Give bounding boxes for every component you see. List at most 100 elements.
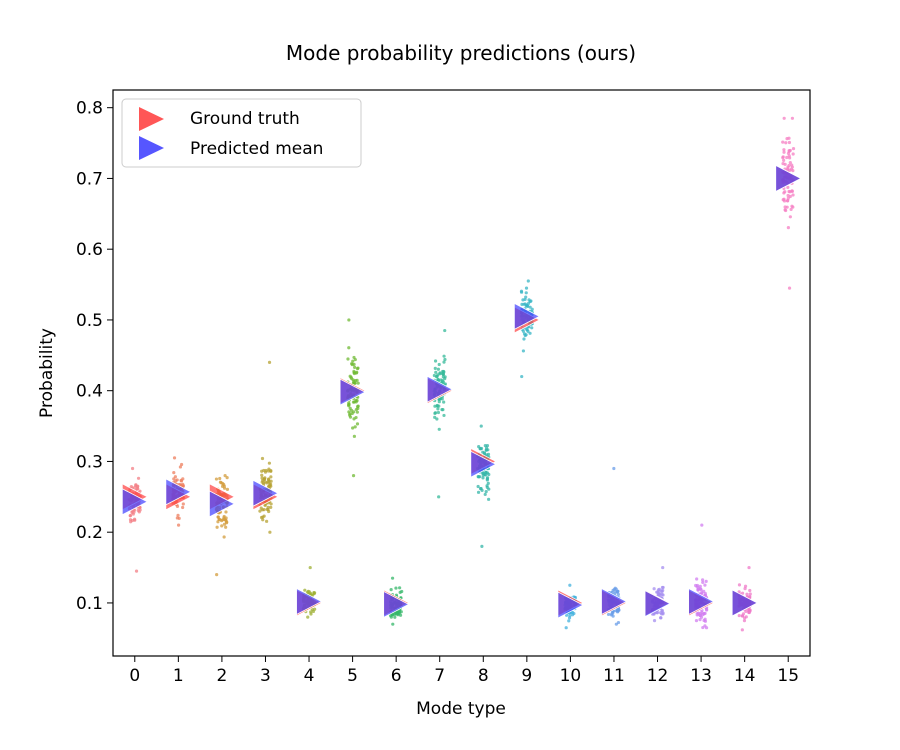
sample-point (436, 378, 440, 382)
sample-point (791, 193, 795, 197)
sample-point (347, 346, 351, 350)
sample-point (351, 426, 355, 430)
sample-point (616, 608, 620, 612)
sample-point (782, 148, 786, 152)
x-tick-label: 15 (777, 666, 799, 686)
sample-point (217, 517, 222, 521)
sample-point (443, 377, 447, 381)
sample-point (172, 456, 177, 460)
predicted-mean-marker (339, 378, 366, 406)
sample-point (789, 207, 793, 212)
sample-point (441, 369, 446, 374)
sample-point (130, 466, 135, 471)
y-tick-label: 0.5 (76, 311, 103, 331)
y-tick-label: 0.2 (76, 523, 103, 543)
predicted-mean-marker (731, 589, 759, 617)
sample-point (658, 593, 662, 597)
y-tick-label: 0.8 (76, 99, 103, 119)
sample-point (436, 407, 440, 411)
sample-point (224, 525, 228, 529)
sample-point (616, 592, 620, 597)
sample-point (782, 150, 786, 154)
sample-points-layer (127, 116, 796, 632)
sample-point (481, 471, 486, 475)
sample-point (695, 577, 699, 581)
sample-point (787, 149, 791, 154)
sample-point (787, 189, 791, 194)
sample-point (351, 473, 356, 478)
sample-point (138, 489, 142, 493)
sample-point (443, 357, 447, 362)
sample-point (519, 289, 524, 293)
x-tick-label: 2 (216, 666, 227, 686)
x-tick-label: 4 (304, 666, 315, 686)
sample-point (435, 417, 439, 421)
sample-point (135, 485, 140, 489)
sample-point (479, 424, 483, 428)
sample-point (181, 484, 185, 488)
predicted-mean-marker (688, 587, 715, 616)
sample-point (526, 304, 530, 308)
sample-point (520, 302, 524, 307)
sample-point (655, 590, 659, 594)
sample-point (436, 373, 440, 377)
sample-point (348, 406, 352, 410)
x-tick-label: 5 (347, 666, 358, 686)
sample-point (442, 360, 446, 364)
sample-point (786, 185, 790, 189)
sample-point (705, 608, 709, 612)
x-tick-label: 11 (603, 666, 625, 686)
sample-point (267, 360, 272, 364)
sample-point (700, 578, 705, 582)
sample-point (443, 328, 447, 333)
sample-point (354, 371, 358, 375)
sample-point (269, 475, 273, 479)
predicted-mean-marker (383, 590, 410, 619)
sample-point (783, 190, 787, 194)
sample-point (397, 611, 402, 615)
x-tick-label: 0 (129, 666, 140, 686)
sample-point (783, 205, 787, 209)
plot-frame (112, 89, 811, 657)
sample-point (263, 476, 267, 480)
sample-point (442, 354, 446, 358)
sample-point (747, 565, 751, 570)
sample-point (347, 404, 351, 408)
sample-point (568, 614, 572, 618)
sample-point (528, 305, 532, 309)
sample-point (787, 286, 792, 290)
sample-point (745, 592, 749, 596)
chart-title: Mode probability predictions (ours) (286, 41, 636, 65)
sample-point (175, 516, 179, 520)
sample-point (522, 332, 527, 336)
sample-point (486, 452, 491, 456)
sample-point (312, 591, 316, 595)
x-tick-label: 1 (173, 666, 184, 686)
sample-point (483, 492, 487, 497)
sample-point (262, 514, 266, 518)
sample-point (433, 366, 437, 370)
sample-point (791, 147, 796, 151)
x-tick-label: 8 (478, 666, 489, 686)
sample-point (748, 595, 752, 599)
sample-point (565, 613, 569, 617)
sample-point (484, 489, 488, 494)
sample-point (660, 590, 664, 594)
sample-point (437, 404, 441, 408)
sample-point (179, 478, 183, 482)
sample-point (138, 506, 142, 510)
sample-point (266, 478, 271, 482)
sample-point (225, 475, 229, 480)
predicted-mean-marker (513, 302, 541, 331)
sample-point (485, 471, 490, 475)
sample-point (348, 415, 353, 419)
sample-point (790, 204, 794, 208)
predicted-mean-marker (557, 591, 584, 619)
sample-point (737, 613, 741, 618)
sample-point (521, 349, 526, 353)
sample-point (790, 163, 794, 167)
sample-point (179, 462, 184, 467)
x-tick-label: 3 (260, 666, 271, 686)
sample-point (441, 372, 445, 376)
predicted-mean-marker (601, 587, 628, 616)
